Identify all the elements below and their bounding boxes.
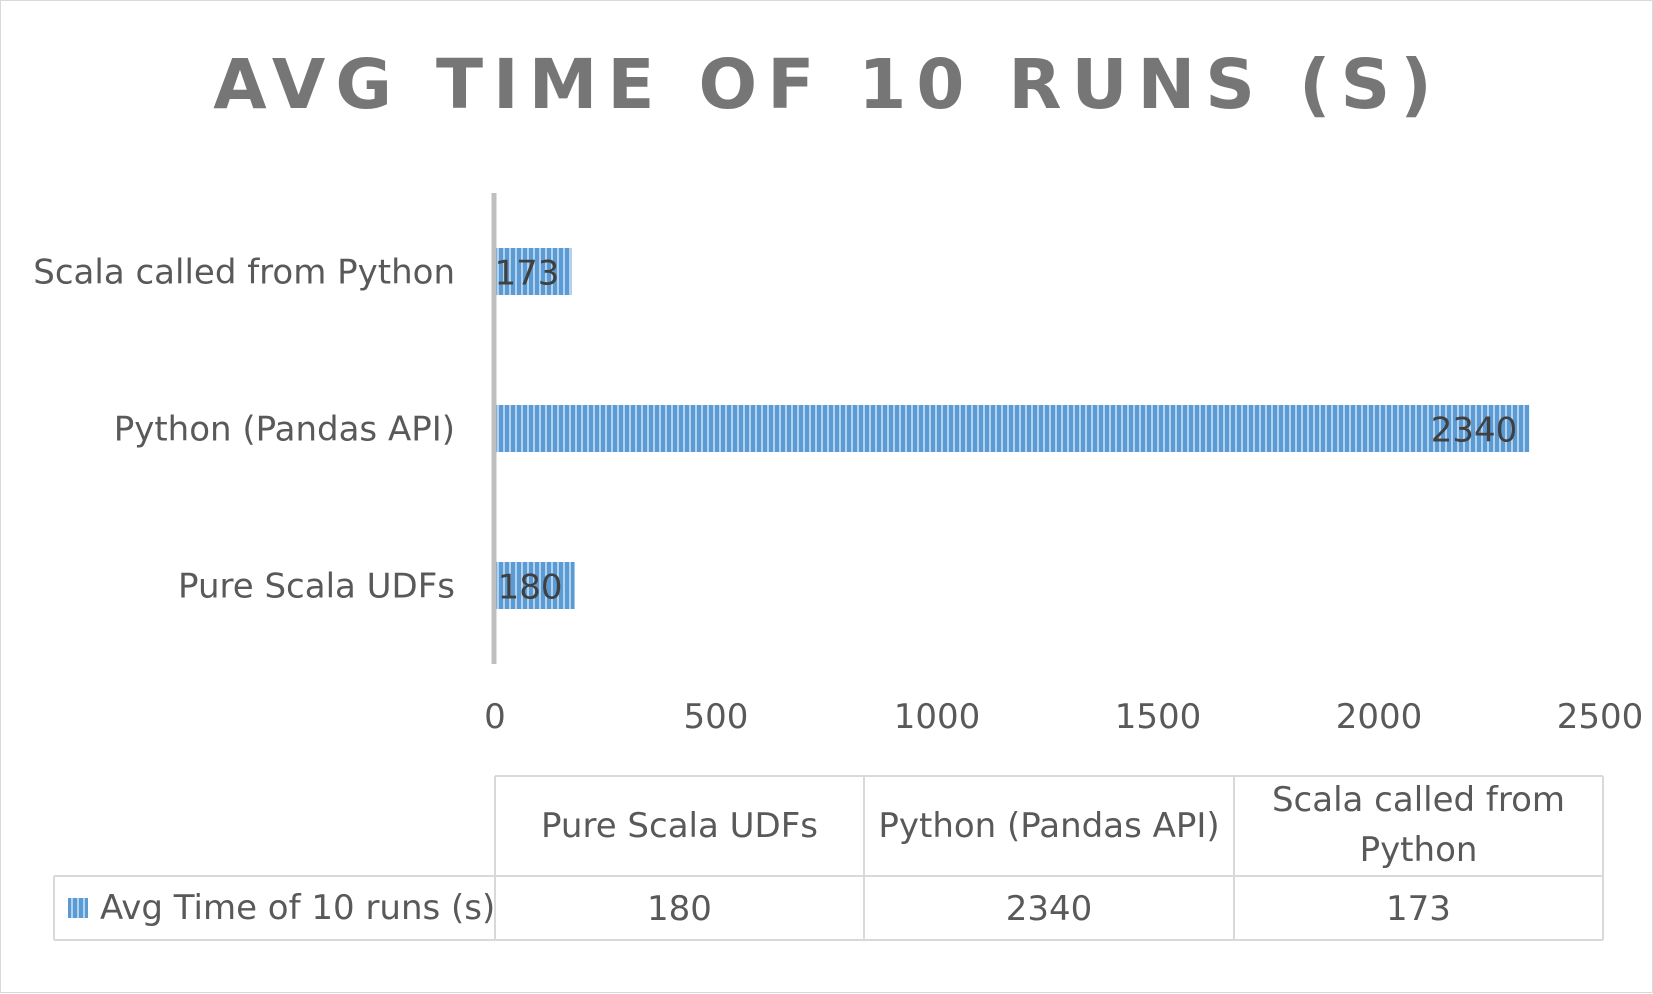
bars-layer xyxy=(495,248,1530,609)
category-label-1: Pure Scala UDFs xyxy=(178,567,455,607)
bar-3 xyxy=(495,248,572,295)
chart-title: Avg Time of 10 runs (s) xyxy=(213,45,1442,125)
x-tick-label-6: 2500 xyxy=(1557,697,1644,737)
data-label-3: 173 xyxy=(495,254,560,294)
category-label-3: Scala called from Python xyxy=(33,253,455,293)
bar-2 xyxy=(495,405,1530,452)
labels-layer: Pure Scala UDFs 180 Python (Pandas API) 234… xyxy=(33,253,1643,738)
data-table: Pure Scala UDFs Python (Pandas API) Scala … xyxy=(53,775,1604,941)
table-row-label: Avg Time of 10 runs (s) xyxy=(100,888,495,928)
legend-key xyxy=(68,898,88,918)
table-value-2: 2340 xyxy=(1006,889,1093,929)
x-tick-label-4: 1500 xyxy=(1115,697,1202,737)
bar-1 xyxy=(495,562,575,609)
category-label-2: Python (Pandas API) xyxy=(114,410,455,450)
table-header-2: Python (Pandas API) xyxy=(878,806,1219,846)
table-value-1: 180 xyxy=(647,889,712,929)
table-header-1: Pure Scala UDFs xyxy=(541,806,818,846)
x-tick-label-3: 1000 xyxy=(894,697,981,737)
data-label-1: 180 xyxy=(498,568,563,608)
table-header-3: Scala called from Python xyxy=(1272,780,1565,870)
data-label-2: 2340 xyxy=(1431,411,1518,451)
x-tick-label-1: 0 xyxy=(484,697,506,737)
table-value-3: 173 xyxy=(1386,889,1451,929)
x-tick-label-5: 2000 xyxy=(1336,697,1423,737)
x-tick-label-2: 500 xyxy=(684,697,749,737)
